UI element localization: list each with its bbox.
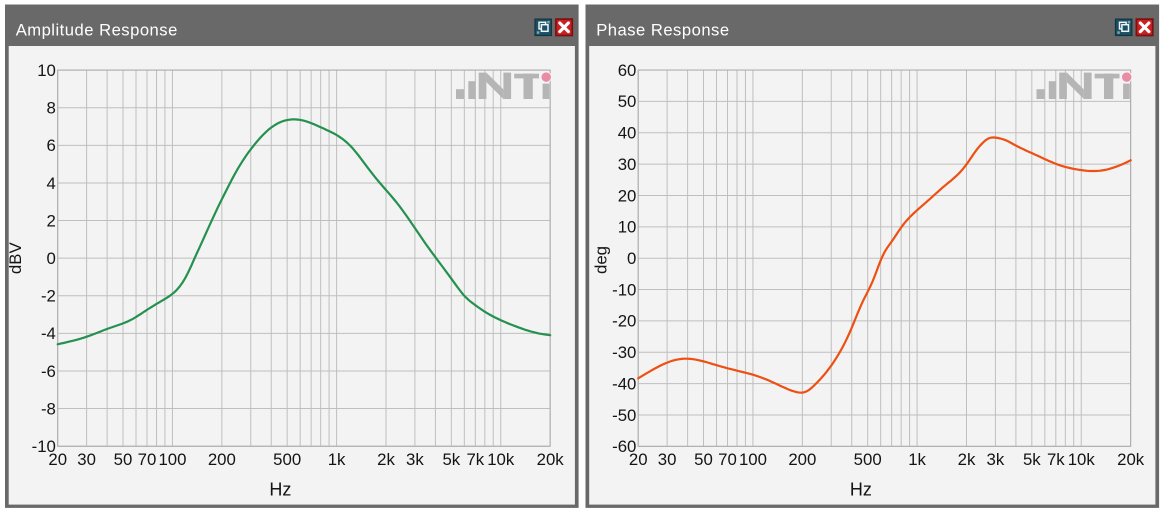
svg-text:100: 100 bbox=[739, 450, 767, 469]
svg-text:7k: 7k bbox=[1047, 450, 1065, 469]
svg-text:7k: 7k bbox=[466, 450, 484, 469]
svg-text:2k: 2k bbox=[377, 450, 395, 469]
svg-text:40: 40 bbox=[618, 124, 637, 143]
svg-text:30: 30 bbox=[618, 155, 637, 174]
svg-text:20: 20 bbox=[629, 450, 648, 469]
svg-text:100: 100 bbox=[158, 450, 186, 469]
svg-text:3k: 3k bbox=[987, 450, 1005, 469]
svg-text:1k: 1k bbox=[908, 450, 926, 469]
svg-text:20: 20 bbox=[48, 450, 67, 469]
svg-text:-10: -10 bbox=[32, 437, 56, 456]
svg-text:20k: 20k bbox=[1117, 450, 1145, 469]
svg-text:0: 0 bbox=[47, 249, 56, 268]
svg-text:Amplitude Response: Amplitude Response bbox=[16, 20, 178, 39]
svg-text:5k: 5k bbox=[1023, 450, 1041, 469]
svg-text:-10: -10 bbox=[612, 280, 636, 299]
svg-text:10k: 10k bbox=[1068, 450, 1096, 469]
svg-text:-50: -50 bbox=[612, 406, 636, 425]
svg-text:-40: -40 bbox=[612, 374, 636, 393]
svg-text:2: 2 bbox=[47, 211, 56, 230]
svg-text:-6: -6 bbox=[41, 362, 56, 381]
svg-text:-4: -4 bbox=[41, 324, 56, 343]
svg-text:10: 10 bbox=[618, 218, 637, 237]
svg-text:Hz: Hz bbox=[269, 479, 291, 499]
svg-text:20k: 20k bbox=[537, 450, 565, 469]
svg-text:30: 30 bbox=[658, 450, 677, 469]
svg-text:-30: -30 bbox=[612, 343, 636, 362]
svg-text:200: 200 bbox=[208, 450, 236, 469]
svg-text:10: 10 bbox=[37, 61, 56, 80]
svg-text:6: 6 bbox=[47, 136, 56, 155]
svg-text:Phase Response: Phase Response bbox=[596, 20, 729, 39]
svg-text:3k: 3k bbox=[406, 450, 424, 469]
svg-text:2k: 2k bbox=[958, 450, 976, 469]
svg-text:20: 20 bbox=[618, 186, 637, 205]
svg-text:-60: -60 bbox=[612, 437, 636, 456]
svg-text:-2: -2 bbox=[41, 287, 56, 306]
svg-text:60: 60 bbox=[618, 61, 637, 80]
svg-text:500: 500 bbox=[273, 450, 301, 469]
svg-text:200: 200 bbox=[788, 450, 816, 469]
svg-text:30: 30 bbox=[77, 450, 96, 469]
svg-text:50: 50 bbox=[618, 92, 637, 111]
svg-text:70: 70 bbox=[138, 450, 157, 469]
svg-text:70: 70 bbox=[718, 450, 737, 469]
svg-text:dBV: dBV bbox=[6, 242, 25, 275]
svg-text:8: 8 bbox=[47, 99, 56, 118]
svg-text:1k: 1k bbox=[328, 450, 346, 469]
svg-text:50: 50 bbox=[114, 450, 133, 469]
svg-text:10k: 10k bbox=[487, 450, 515, 469]
svg-text:deg: deg bbox=[592, 246, 611, 274]
svg-text:0: 0 bbox=[627, 249, 636, 268]
svg-text:50: 50 bbox=[694, 450, 713, 469]
svg-text:-8: -8 bbox=[41, 399, 56, 418]
svg-text:5k: 5k bbox=[442, 450, 460, 469]
svg-text:-20: -20 bbox=[612, 312, 636, 331]
svg-text:4: 4 bbox=[47, 174, 56, 193]
svg-text:500: 500 bbox=[854, 450, 882, 469]
svg-text:Hz: Hz bbox=[850, 479, 872, 499]
